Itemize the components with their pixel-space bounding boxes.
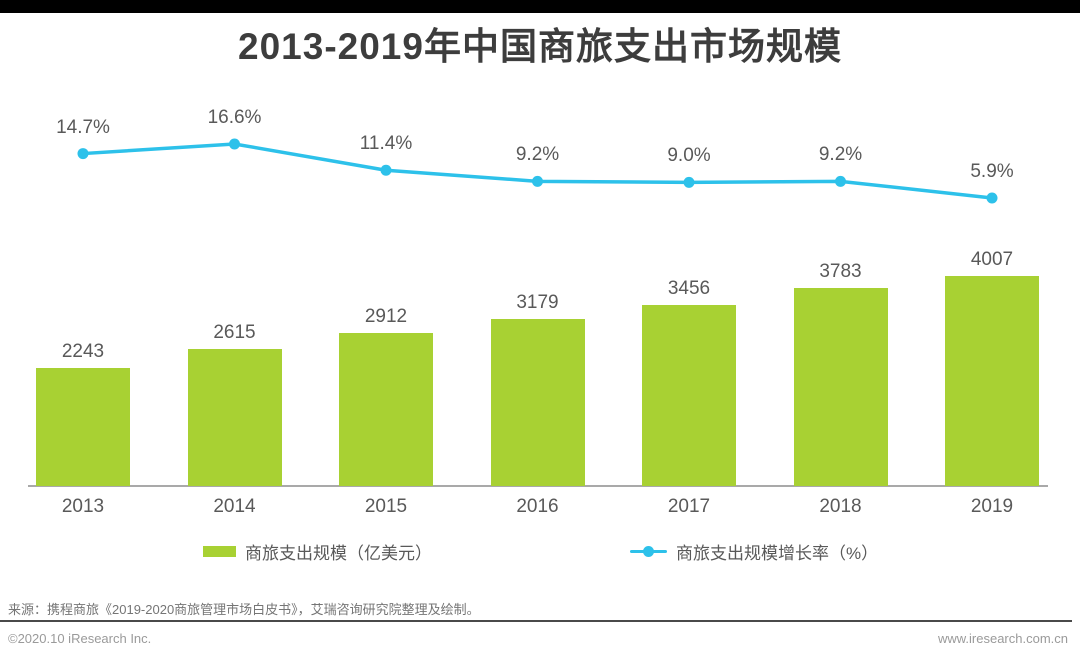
bar-value-label-2018: 3783 [819,260,862,282]
website: www.iresearch.com.cn [937,631,1068,646]
bar-legend-label: 商旅支出规模（亿美元） [245,543,432,563]
bar-value-label-2019: 4007 [970,249,1014,270]
growth-point-2018 [835,175,846,187]
growth-label-2017: 9.0% [667,145,711,167]
growth-point-2013 [77,148,89,160]
growth-point-2017 [683,176,695,188]
x-axis-label-2018: 2018 [819,496,862,517]
bar-2017 [642,304,736,486]
growth-label-2013: 14.7% [56,116,110,138]
chart-title: 2013-2019年中国商旅支出市场规模 [238,26,842,67]
copyright: ©2020.10 iResearch Inc. [8,631,152,646]
bar-2019 [945,276,1039,486]
growth-label-2014: 16.6% [207,106,262,128]
separator-line [0,620,1072,622]
x-axis-label-2016: 2016 [516,496,559,517]
top-black-bar [0,0,1080,13]
bar-2015 [339,333,433,486]
growth-point-2014 [229,138,240,150]
x-axis-label-2019: 2019 [970,496,1014,517]
growth-label-2019: 5.9% [970,161,1014,182]
growth-label-2018: 9.2% [818,144,863,166]
bar-2014 [187,348,282,486]
bar-2018 [793,287,888,486]
x-axis-label-2013: 2013 [61,496,105,517]
bar-2013 [36,368,130,486]
bar-value-label-2013: 2243 [61,341,105,363]
x-axis-line [28,485,1048,487]
x-axis-label-2017: 2017 [667,496,711,517]
x-axis-label-2015: 2015 [364,496,408,517]
growth-label-2015: 11.4% [359,133,413,155]
growth-point-2016 [532,175,543,187]
bar-value-label-2014: 2615 [213,321,256,343]
bar-value-label-2016: 3179 [516,292,559,314]
bar-2016 [490,319,585,486]
bar-value-label-2017: 3456 [667,277,711,299]
legend-item-line: 商旅支出规模增长率（%） [630,541,879,563]
line-legend-dot [643,545,654,557]
legend-item-bar: 商旅支出规模（亿美元） [203,541,432,563]
line-legend-icon [630,545,667,557]
source-note: 来源：携程商旅《2019-2020商旅管理市场白皮书》，艾瑞咨询研究院整理及绘制… [8,602,480,617]
bar-value-label-2015: 2912 [364,306,408,328]
growth-point-2015 [380,164,392,176]
growth-point-2019 [986,192,998,204]
growth-label-2016: 9.2% [515,144,560,166]
line-legend-label: 商旅支出规模增长率（%） [676,543,879,563]
x-axis-label-2014: 2014 [213,496,256,517]
bar-legend-swatch [203,545,236,557]
